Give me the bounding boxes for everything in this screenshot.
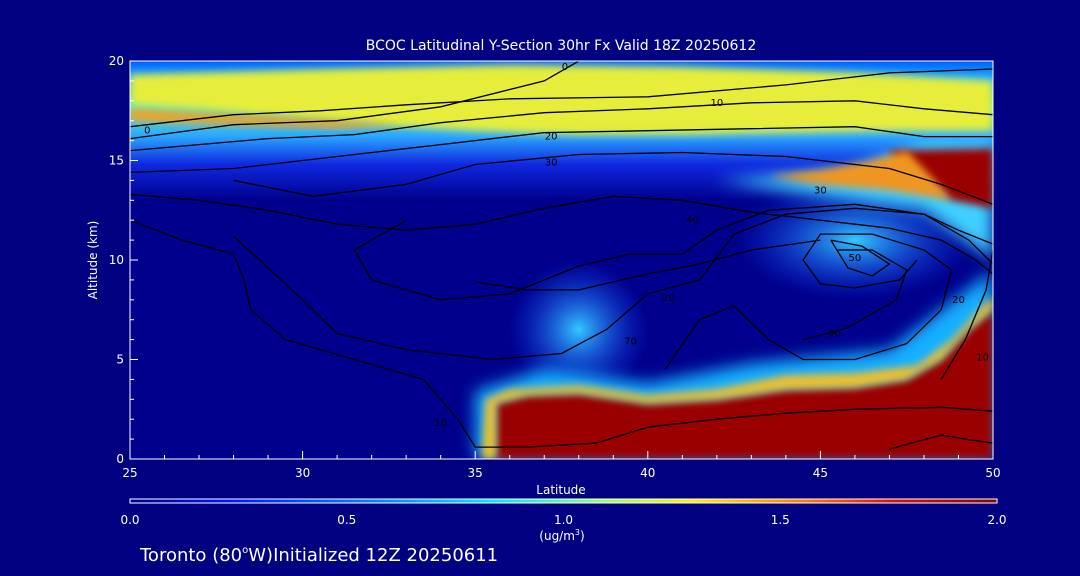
y-tick-label: 0 (116, 452, 124, 466)
chart-title: BCOC Latitudinal Y-Section 30hr Fx Valid… (366, 38, 756, 54)
colorbar-unit-exp: 3 (575, 528, 580, 537)
x-axis-label: Latitude (536, 483, 585, 497)
x-tick-label: 35 (468, 466, 483, 480)
annotation-degree: o (242, 545, 248, 556)
annotation-city: Toronto (139, 545, 206, 566)
x-tick-label: 30 (295, 466, 310, 480)
contour-line (802, 249, 908, 341)
y-axis-label: Altitude (km) (86, 221, 100, 300)
region-upper-layer (130, 65, 993, 135)
contour-line (353, 203, 993, 301)
contour-label: 50 (849, 253, 862, 264)
contour-line (130, 100, 993, 152)
contour-line (940, 249, 993, 380)
glow-mid (508, 259, 649, 400)
contour-label: 10 (710, 98, 723, 109)
contour-line (475, 239, 821, 291)
contour-label: 0 (144, 126, 150, 137)
contour-line (233, 207, 993, 361)
region-low-level-plume (495, 309, 993, 459)
contour-label: 40 (828, 329, 841, 340)
colorbar-ticks: 0.0 0.5 1.0 1.5 2.0 (120, 513, 1006, 527)
plot-area: 0 0 10 20 30 30 40 50 40 20 10 70 10 20 (130, 61, 993, 459)
contour-label: 70 (624, 337, 637, 348)
y-tick-label: 20 (109, 54, 124, 68)
annotation-lon: (80 (212, 545, 242, 566)
contour-line (130, 193, 993, 275)
contour-line (233, 151, 993, 205)
colorbar-unit: (ug/m3) (539, 528, 584, 543)
x-tick-label: 40 (640, 466, 655, 480)
contour-label: 20 (545, 132, 558, 143)
contour-label: 30 (814, 185, 827, 196)
contour-line (664, 233, 953, 370)
y-tick-label: 10 (109, 253, 124, 267)
contour-label: 40 (686, 215, 699, 226)
y-tick-label: 5 (116, 353, 124, 367)
region-low-level-edge (482, 295, 993, 459)
contour-label: 10 (434, 418, 447, 429)
contour-line (130, 126, 993, 174)
shaded-regions (130, 65, 993, 459)
contour-label: 10 (976, 353, 989, 364)
colorbar-tick-label: 1.5 (771, 513, 790, 527)
region-upper-core (130, 108, 407, 129)
annotation-rest: W)Initialized 12Z 20250611 (248, 545, 498, 566)
x-tick-label: 50 (985, 466, 1000, 480)
contour-label: 30 (545, 157, 558, 168)
contour-line (130, 219, 993, 448)
colorbar-unit-close: ) (580, 529, 585, 543)
contour-label: 0 (562, 62, 568, 73)
colorbar-tick-label: 2.0 (987, 513, 1006, 527)
colorbar-unit-main: (ug/m (539, 529, 575, 543)
x-tick-label: 45 (813, 466, 828, 480)
region-high-east-edge (768, 150, 952, 201)
glow-east (734, 180, 975, 301)
contour-labels: 0 0 10 20 30 30 40 50 40 20 10 70 10 20 (144, 62, 989, 429)
colorbar-gradient (130, 499, 997, 503)
colorbar-tick-label: 0.0 (120, 513, 139, 527)
colorbar-frame (129, 498, 998, 504)
colorbar: 0.0 0.5 1.0 1.5 2.0 (ug/m3) (120, 498, 1007, 543)
y-axis: 0 5 10 15 20 (109, 54, 138, 466)
colorbar-tick-label: 0.5 (337, 513, 356, 527)
contour-line (889, 434, 993, 450)
x-axis: 25 30 35 40 45 50 (122, 451, 1001, 480)
y-tick-label: 15 (109, 154, 124, 168)
run-annotation: Toronto (80oW)Initialized 12Z 20250611 (139, 545, 498, 566)
contour-line (830, 239, 891, 277)
contour-label: 20 (662, 293, 675, 304)
x-tick-label: 25 (122, 466, 137, 480)
colorbar-tick-label: 1.0 (554, 513, 573, 527)
contour-label: 20 (952, 295, 965, 306)
contour-lines (130, 61, 993, 450)
contour-line (130, 61, 580, 140)
contour-line (130, 68, 993, 128)
